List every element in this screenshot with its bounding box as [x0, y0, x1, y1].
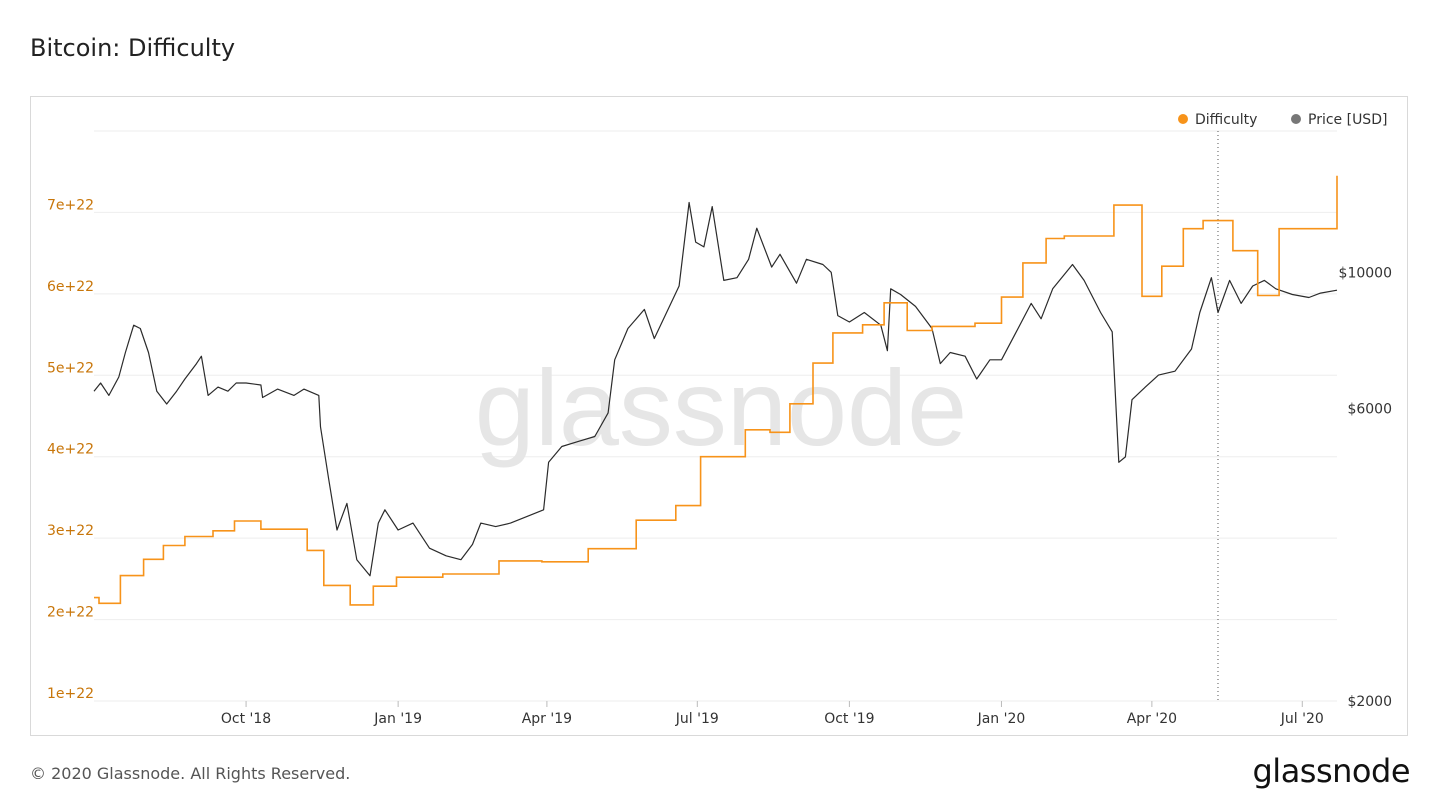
price-series-line [93, 201, 1338, 577]
series-layer [93, 131, 1338, 701]
legend-item[interactable]: Price [USD] [1291, 112, 1387, 128]
legend-swatch [1178, 114, 1188, 124]
chart-svg[interactable]: glassnode 1e+22 2e+22 3e+22 4e+22 5e+22 6e+22… [31, 97, 1409, 737]
y-right-tick-label: $10000 [1339, 265, 1392, 281]
glassnode-logo[interactable]: glassnode [1252, 752, 1410, 790]
x-tick-label: Apr '20 [1127, 711, 1177, 727]
watermark-text: glassnode [475, 347, 967, 468]
x-tick-label: Jan '19 [373, 711, 422, 727]
x-tick-label: Apr '19 [522, 711, 572, 727]
legend-item[interactable]: Difficulty [1178, 112, 1257, 128]
y-left-tick-label: 2e+22 [47, 605, 94, 621]
chart-legend[interactable]: Difficulty Price [USD] [1178, 112, 1387, 128]
x-tick-label: Jan '20 [977, 711, 1026, 727]
difficulty-series-line [94, 175, 1338, 606]
footer-copyright: © 2020 Glassnode. All Rights Reserved. [30, 764, 351, 783]
y-left-tick-label: 7e+22 [47, 197, 94, 213]
y-left-tick-label: 3e+22 [47, 523, 94, 539]
y-right-tick-label: $6000 [1347, 401, 1392, 417]
chart-panel[interactable]: glassnode 1e+22 2e+22 3e+22 4e+22 5e+22 6e+22… [30, 96, 1408, 736]
axis-labels: 1e+22 2e+22 3e+22 4e+22 5e+22 6e+22 7e+22 $2000… [47, 197, 1392, 727]
y-left-tick-label: 6e+22 [47, 279, 94, 295]
page-title: Bitcoin: Difficulty [30, 34, 236, 62]
y-left-tick-label: 1e+22 [47, 686, 94, 702]
x-tick-label: Oct '18 [221, 711, 271, 727]
legend-label: Difficulty [1195, 112, 1257, 128]
y-left-tick-label: 4e+22 [47, 442, 94, 458]
legend-label: Price [USD] [1308, 112, 1387, 128]
legend-swatch [1291, 114, 1301, 124]
y-right-tick-label: $2000 [1347, 694, 1392, 710]
x-tick-label: Jul '19 [675, 711, 719, 727]
x-tick-label: Jul '20 [1280, 711, 1324, 727]
x-tick-label: Oct '19 [824, 711, 874, 727]
y-left-tick-label: 5e+22 [47, 360, 94, 376]
